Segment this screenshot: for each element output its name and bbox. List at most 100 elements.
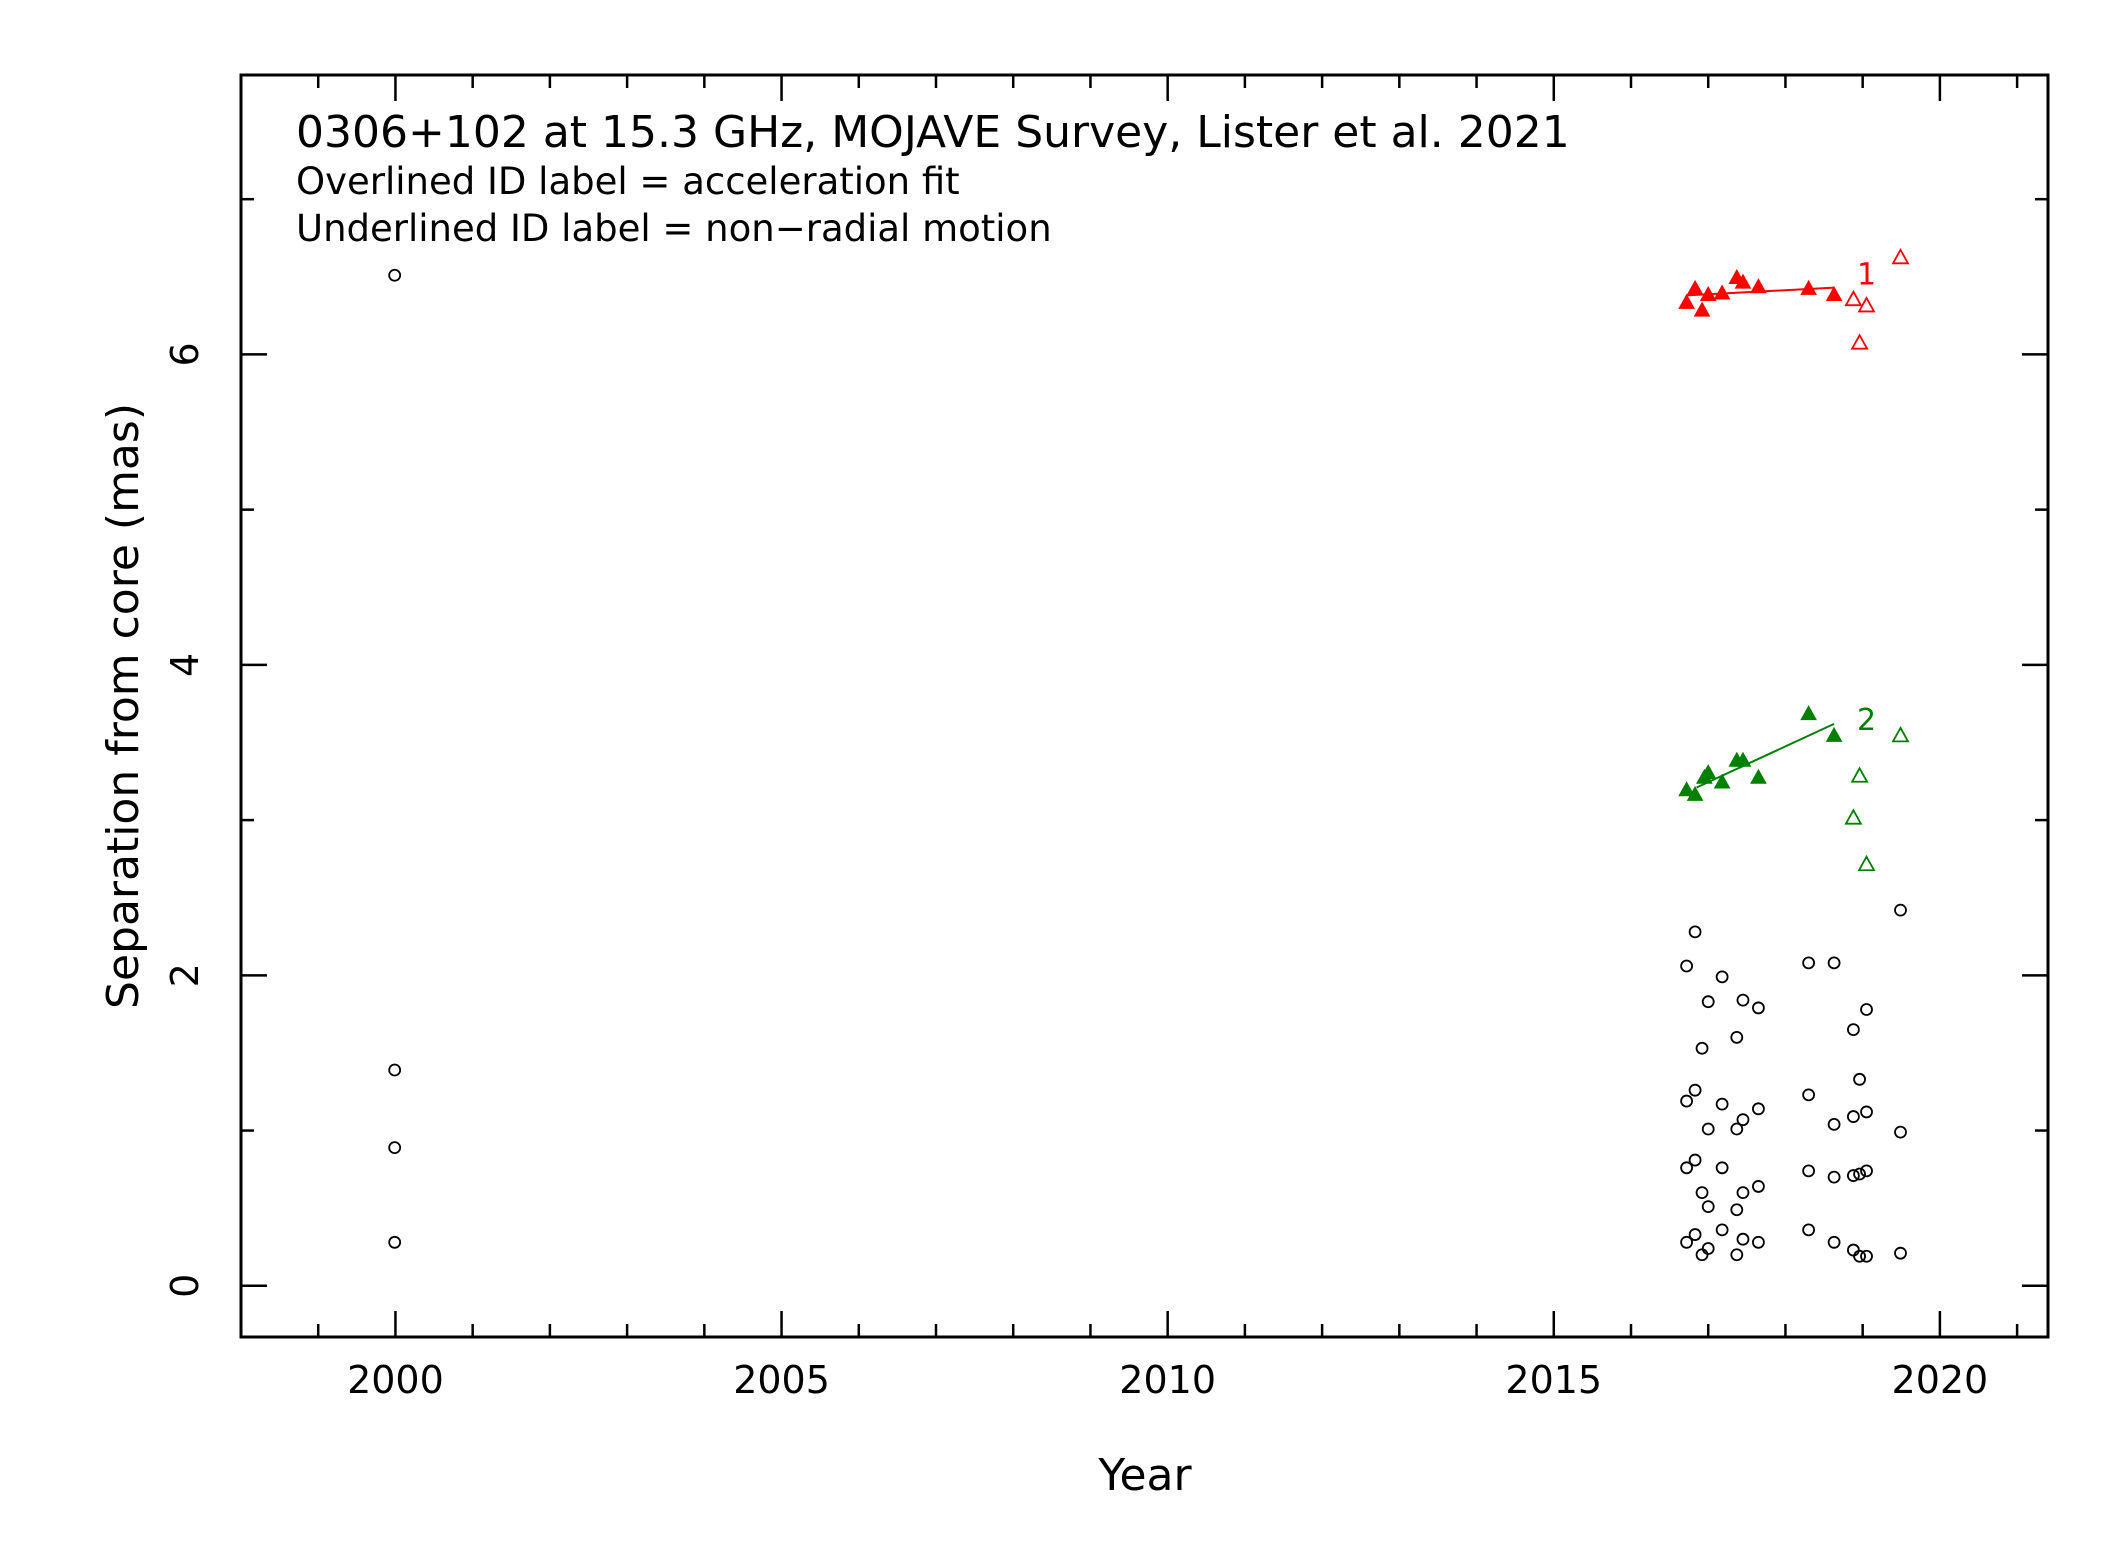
data-point-circle (1680, 1094, 1693, 1108)
axis-tick-labels: 2000 2005 2010 2015 2020 0 2 4 6 (163, 342, 1988, 1402)
data-point-circle (1715, 1161, 1729, 1175)
data-point-circle (1853, 1249, 1866, 1263)
data-point-circle (1752, 1001, 1765, 1015)
data-point-circle (1752, 1235, 1765, 1249)
axis-ticks (239, 75, 2048, 1337)
data-point-triangle-filled (1693, 301, 1711, 317)
data-point-circle (1688, 1083, 1702, 1097)
data-point-circle (1688, 925, 1702, 939)
data-point-triangle-open (1844, 808, 1863, 825)
data-point-circle (1860, 1164, 1873, 1178)
data-point-triangle-filled (1800, 705, 1817, 721)
fit-line (1696, 722, 1835, 789)
x-tick-label: 2010 (1119, 1358, 1216, 1402)
data-point-triangle-filled (1686, 279, 1704, 295)
data-point-circle (1752, 1102, 1765, 1116)
data-point-triangle-open (1857, 296, 1876, 313)
data-point-circle (1736, 1186, 1750, 1200)
data-point-circle (1695, 1186, 1709, 1200)
data-point-triangle-open (1857, 854, 1876, 872)
data-point-circle (1715, 970, 1729, 984)
annotation-underline-note: Underlined ID label = non−radial motion (296, 207, 1052, 250)
data-point-circle (1853, 1167, 1866, 1181)
data-point-triangle-filled (1678, 293, 1695, 309)
data-point-triangle-filled (1678, 781, 1695, 797)
x-axis-title: Year (1097, 1450, 1192, 1501)
data-point-circle (1860, 1105, 1873, 1119)
data-point-circle (1802, 1223, 1816, 1237)
data-point-triangle-open (1891, 726, 1910, 743)
y-axis-title: Separation from core (mas) (98, 403, 149, 1009)
data-point-triangle-filled (1750, 768, 1767, 784)
data-point-circle (1847, 1110, 1860, 1123)
data-point-triangle-filled (1699, 764, 1717, 780)
data-point-circle (1730, 1122, 1744, 1136)
data-point-triangle-filled (1750, 278, 1767, 294)
data-point-circle (1827, 1170, 1841, 1184)
data-point-circle (1894, 903, 1907, 917)
x-tick-label: 2020 (1892, 1358, 1989, 1402)
data-point-circle (1827, 956, 1841, 970)
data-point-triangle-open (1850, 333, 1869, 350)
data-point-circle (1695, 1248, 1709, 1262)
data-point-circle (388, 268, 402, 282)
data-point-circle (1853, 1072, 1866, 1086)
x-tick-label: 2015 (1505, 1358, 1602, 1402)
data-point-circle (1847, 1169, 1860, 1182)
data-point-triangle-filled (1686, 785, 1704, 801)
data-point-circle (1715, 1097, 1729, 1111)
data-point-circle (1688, 1153, 1702, 1167)
data-point-circle (1680, 1235, 1693, 1249)
data-point-circle (1730, 1031, 1744, 1044)
data-point-circle (1736, 1232, 1750, 1246)
data-point-triangle-filled (1825, 726, 1843, 742)
data-point-circle (1730, 1248, 1744, 1262)
data-point-circle (1701, 995, 1715, 1009)
data-point-circle (1827, 1117, 1841, 1131)
data-point-circle (1802, 956, 1816, 970)
y-tick-label: 0 (163, 1274, 207, 1298)
data-point-circle (1701, 1122, 1715, 1136)
x-tick-label: 2000 (347, 1358, 444, 1402)
data-point-circle (1688, 1228, 1702, 1241)
data-point-circle (388, 1063, 402, 1077)
component-id-label: 1 (1857, 258, 1876, 293)
component-id-label: 2 (1857, 703, 1876, 738)
annotation-source: 0306+102 at 15.3 GHz, MOJAVE Survey, Lis… (296, 107, 1570, 158)
data-point-circle (388, 1235, 402, 1249)
data-point-circle (1695, 1041, 1709, 1055)
x-tick-label: 2005 (733, 1358, 830, 1402)
data-point-circle (1736, 993, 1750, 1007)
data-point-circle (1847, 1023, 1860, 1037)
data-point-circle (1701, 1242, 1715, 1255)
data-point-circle (1680, 1161, 1693, 1175)
data-point-triangle-filled (1734, 751, 1752, 767)
data-point-triangle-open (1891, 247, 1910, 265)
data-point-triangle-filled (1734, 273, 1752, 289)
data-point-circle (1894, 1246, 1907, 1260)
y-tick-label: 2 (163, 963, 207, 987)
y-tick-label: 4 (163, 653, 207, 677)
data-point-triangle-filled (1800, 279, 1817, 295)
data-point-circle (1680, 959, 1693, 973)
data-point-circle (1736, 1113, 1750, 1127)
chart-marks: 12 (388, 247, 1910, 1263)
data-point-circle (1752, 1180, 1765, 1193)
data-point-circle (1894, 1125, 1907, 1139)
data-point-triangle-open (1844, 289, 1863, 307)
data-point-circle (388, 1141, 402, 1155)
data-point-triangle-filled (1699, 286, 1717, 302)
data-point-circle (1827, 1235, 1841, 1249)
data-point-circle (1802, 1088, 1816, 1102)
data-point-circle (1860, 1003, 1873, 1016)
data-point-circle (1847, 1243, 1860, 1257)
data-point-circle (1802, 1164, 1816, 1178)
plot-frame (239, 73, 2050, 1339)
data-point-triangle-filled (1713, 773, 1731, 789)
data-point-circle (1715, 1223, 1729, 1237)
data-point-circle (1860, 1249, 1873, 1263)
data-point-triangle-filled (1825, 286, 1843, 302)
data-point-circle (1730, 1203, 1744, 1217)
annotation-overline-note: Overlined ID label = acceleration fit (296, 160, 960, 203)
